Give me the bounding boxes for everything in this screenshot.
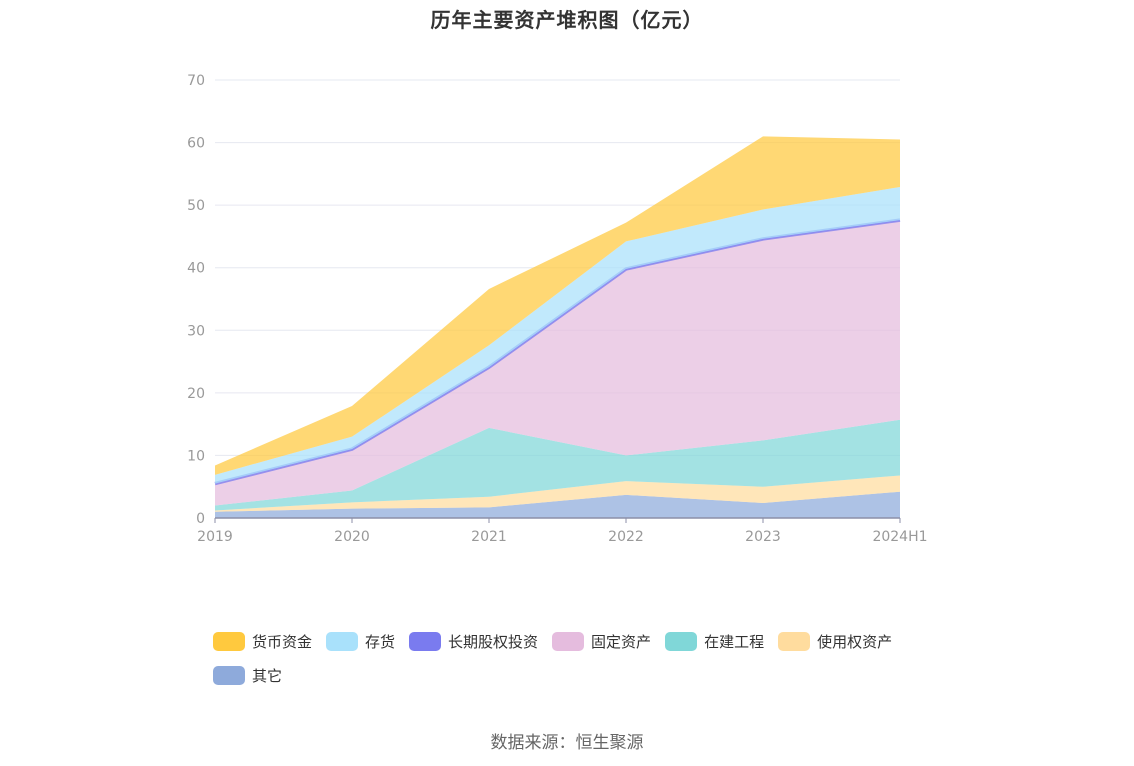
legend-label: 货币资金 xyxy=(252,632,313,651)
legend-item[interactable]: 在建工程 xyxy=(665,630,764,652)
x-tick-label: 2024H1 xyxy=(872,529,927,545)
y-tick-label: 0 xyxy=(196,511,205,527)
area-series-6 xyxy=(215,136,900,475)
x-tick-label: 2021 xyxy=(471,529,507,545)
area-series-5 xyxy=(215,186,900,484)
y-tick-label: 10 xyxy=(187,448,205,464)
x-tick-label: 2023 xyxy=(745,529,781,545)
x-tick-label: 2019 xyxy=(197,529,233,545)
legend-label: 固定资产 xyxy=(591,632,652,651)
legend-item[interactable]: 其它 xyxy=(213,664,282,686)
legend-swatch xyxy=(409,631,442,651)
legend-label: 使用权资产 xyxy=(817,632,893,651)
x-tick-label: 2020 xyxy=(334,529,370,545)
y-tick-label: 60 xyxy=(187,136,205,152)
legend-swatch xyxy=(552,631,585,651)
legend-label: 存货 xyxy=(365,632,396,651)
legend-item[interactable]: 长期股权投资 xyxy=(409,630,538,652)
legend-item[interactable]: 固定资产 xyxy=(552,630,651,652)
legend-item[interactable]: 存货 xyxy=(326,630,395,652)
legend-label: 长期股权投资 xyxy=(448,632,539,651)
area-series-2 xyxy=(215,419,900,511)
area-layer xyxy=(214,136,901,518)
legend-label: 其它 xyxy=(252,666,283,685)
legend-swatch xyxy=(326,631,359,651)
axis-layer: 0 10 20 30 40 50 60 70 2019 2020 2021 2022 2023 2024H… xyxy=(187,73,927,545)
chart-plot: 0 10 20 30 40 50 60 70 2019 2020 2021 2022 2023 2024H… xyxy=(187,73,927,545)
y-tick-label: 30 xyxy=(187,323,205,339)
legend-swatch xyxy=(665,631,698,651)
legend-item[interactable]: 使用权资产 xyxy=(778,630,892,652)
x-tick-label: 2022 xyxy=(608,529,644,545)
legend-swatch xyxy=(213,631,245,651)
y-tick-label: 20 xyxy=(187,386,205,402)
area-series-0 xyxy=(215,491,900,518)
legend-item[interactable]: 货币资金 xyxy=(213,630,312,652)
source-note: 数据来源：恒生聚源 xyxy=(490,733,644,753)
y-tick-label: 70 xyxy=(187,73,205,89)
legend-label: 在建工程 xyxy=(704,632,765,651)
area-series-1 xyxy=(215,475,900,512)
area-series-3 xyxy=(215,220,900,506)
chart-title: 历年主要资产堆积图（亿元） xyxy=(430,8,704,32)
y-tick-label: 50 xyxy=(187,198,205,214)
legend: 货币资金 存货 长期股权投资 固定资产 在建工程 使用权资产其它 xyxy=(213,630,933,686)
y-tick-label: 40 xyxy=(187,261,205,277)
legend-swatch xyxy=(778,631,811,651)
legend-swatch xyxy=(213,665,245,685)
